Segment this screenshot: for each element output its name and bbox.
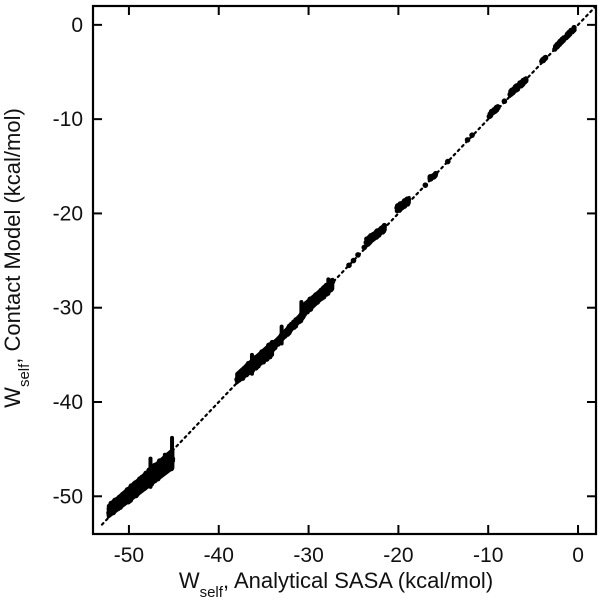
data-points-layer [106, 24, 577, 519]
x-axis-label-rest: , Analytical SASA (kcal/mol) [223, 568, 493, 593]
y-tick-label: -20 [53, 202, 83, 225]
data-point [422, 182, 429, 188]
data-cluster [235, 340, 275, 385]
x-tick-label: -10 [473, 544, 503, 567]
data-point [444, 158, 451, 165]
x-axis-label: Wself, Analytical SASA (kcal/mol) [179, 568, 493, 601]
y-tick-label: -50 [53, 485, 83, 508]
data-cluster [364, 223, 387, 248]
x-tick-label: 0 [572, 544, 584, 567]
data-point [346, 262, 352, 269]
data-point [429, 173, 436, 180]
data-cluster [508, 76, 528, 98]
x-axis-label-main: W [179, 568, 200, 593]
x-axis-label-sub: self [200, 584, 224, 601]
data-point [350, 257, 357, 264]
y-tick-label: -40 [53, 391, 83, 414]
data-cluster [487, 104, 500, 119]
y-axis-label-rest: , Contact Model (kcal/mol) [0, 108, 25, 364]
y-tick-label: 0 [71, 14, 83, 37]
x-tick-label: -20 [383, 544, 413, 567]
data-cluster [539, 55, 548, 65]
y-axis-label-main: W [0, 387, 25, 408]
data-cluster [395, 195, 411, 213]
data-point [355, 252, 361, 258]
data-point [361, 244, 368, 251]
data-point [464, 137, 471, 143]
y-tick-label: -10 [53, 108, 83, 131]
data-cluster [302, 277, 335, 317]
x-tick-label: -50 [114, 544, 144, 567]
plot-frame [91, 4, 598, 536]
y-axis-label: Wself, Contact Model (kcal/mol) [0, 108, 33, 408]
data-cluster [553, 25, 576, 51]
y-axis-label-sub: self [16, 363, 33, 387]
data-point [469, 132, 475, 138]
plot-area [100, 4, 598, 526]
x-tick-label: -30 [293, 544, 323, 567]
x-tick-label: -40 [204, 544, 234, 567]
y-tick-label: -30 [53, 297, 83, 320]
data-point [501, 98, 508, 105]
ticks-layer: -50 -40 -30 -20 -10 0 0 -10 -20 -30 -40 -50 [53, 6, 596, 567]
plot-frame-layer [91, 4, 598, 536]
